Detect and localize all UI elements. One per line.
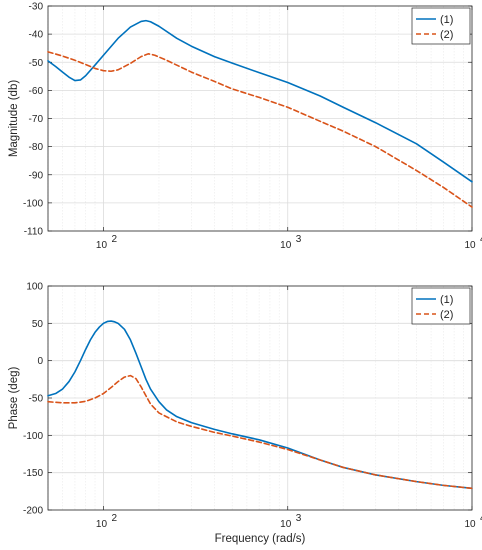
phase-y-tick-label: 100 <box>26 282 43 293</box>
phase-x-tick-label: 10 <box>464 519 476 530</box>
magnitude-y-tick-label: -80 <box>29 142 44 153</box>
magnitude-x-tick-label: 10 <box>280 240 292 251</box>
magnitude-y-tick-label: -70 <box>29 114 44 125</box>
magnitude-x-tick-exponent: 3 <box>296 234 302 245</box>
phase-series-line-1 <box>47 320 473 490</box>
phase-x-tick-label: 10 <box>280 519 292 530</box>
phase-x-tick-exponent: 4 <box>480 513 482 524</box>
phase-x-tick-exponent: 2 <box>111 513 117 524</box>
phase-y-tick-label: -100 <box>23 431 43 442</box>
phase-y-tick-label: 0 <box>37 356 43 367</box>
phase-y-tick-label: -50 <box>29 394 44 405</box>
magnitude-y-axis-label: Magnitude (db) <box>8 80 20 158</box>
magnitude-y-tick-label: -60 <box>29 86 44 97</box>
phase-legend-label-2: (2) <box>440 309 453 321</box>
phase-legend: (1)(2) <box>411 287 471 325</box>
phase-y-tick-label: -200 <box>23 506 43 517</box>
phase-y-tick-label: 50 <box>32 319 44 330</box>
magnitude-x-tick-exponent: 2 <box>111 234 117 245</box>
magnitude-y-tick-label: -40 <box>29 30 44 41</box>
phase-legend-label-1: (1) <box>440 294 453 306</box>
magnitude-x-tick-label: 10 <box>464 240 476 251</box>
phase-x-tick-label: 10 <box>96 519 108 530</box>
magnitude-y-tick-label: -100 <box>23 198 43 209</box>
magnitude-x-tick-exponent: 4 <box>480 234 482 245</box>
magnitude-legend: (1)(2) <box>411 7 471 45</box>
phase-legend-box <box>411 287 471 325</box>
phase-y-axis-label: Phase (deg) <box>8 367 20 430</box>
magnitude-legend-box <box>411 7 471 45</box>
phase-x-tick-exponent: 3 <box>296 513 302 524</box>
magnitude-series-line-2 <box>47 51 473 208</box>
magnitude-legend-label-1: (1) <box>440 14 453 26</box>
magnitude-x-tick-label: 10 <box>96 240 108 251</box>
magnitude-y-tick-label: -110 <box>24 227 44 238</box>
magnitude-y-tick-label: -30 <box>29 2 44 13</box>
phase-y-tick-label: -150 <box>23 468 43 479</box>
phase-series-line-2 <box>47 374 473 490</box>
magnitude-y-tick-label: -90 <box>29 170 44 181</box>
magnitude-legend-label-2: (2) <box>440 29 453 41</box>
magnitude-axes: -30-40-50-60-70-80-90-100-110102103104Ma… <box>8 2 482 252</box>
phase-x-axis-label: Frequency (rad/s) <box>215 533 306 545</box>
magnitude-series-line-1 <box>47 19 473 183</box>
magnitude-y-tick-label: -50 <box>29 58 44 69</box>
